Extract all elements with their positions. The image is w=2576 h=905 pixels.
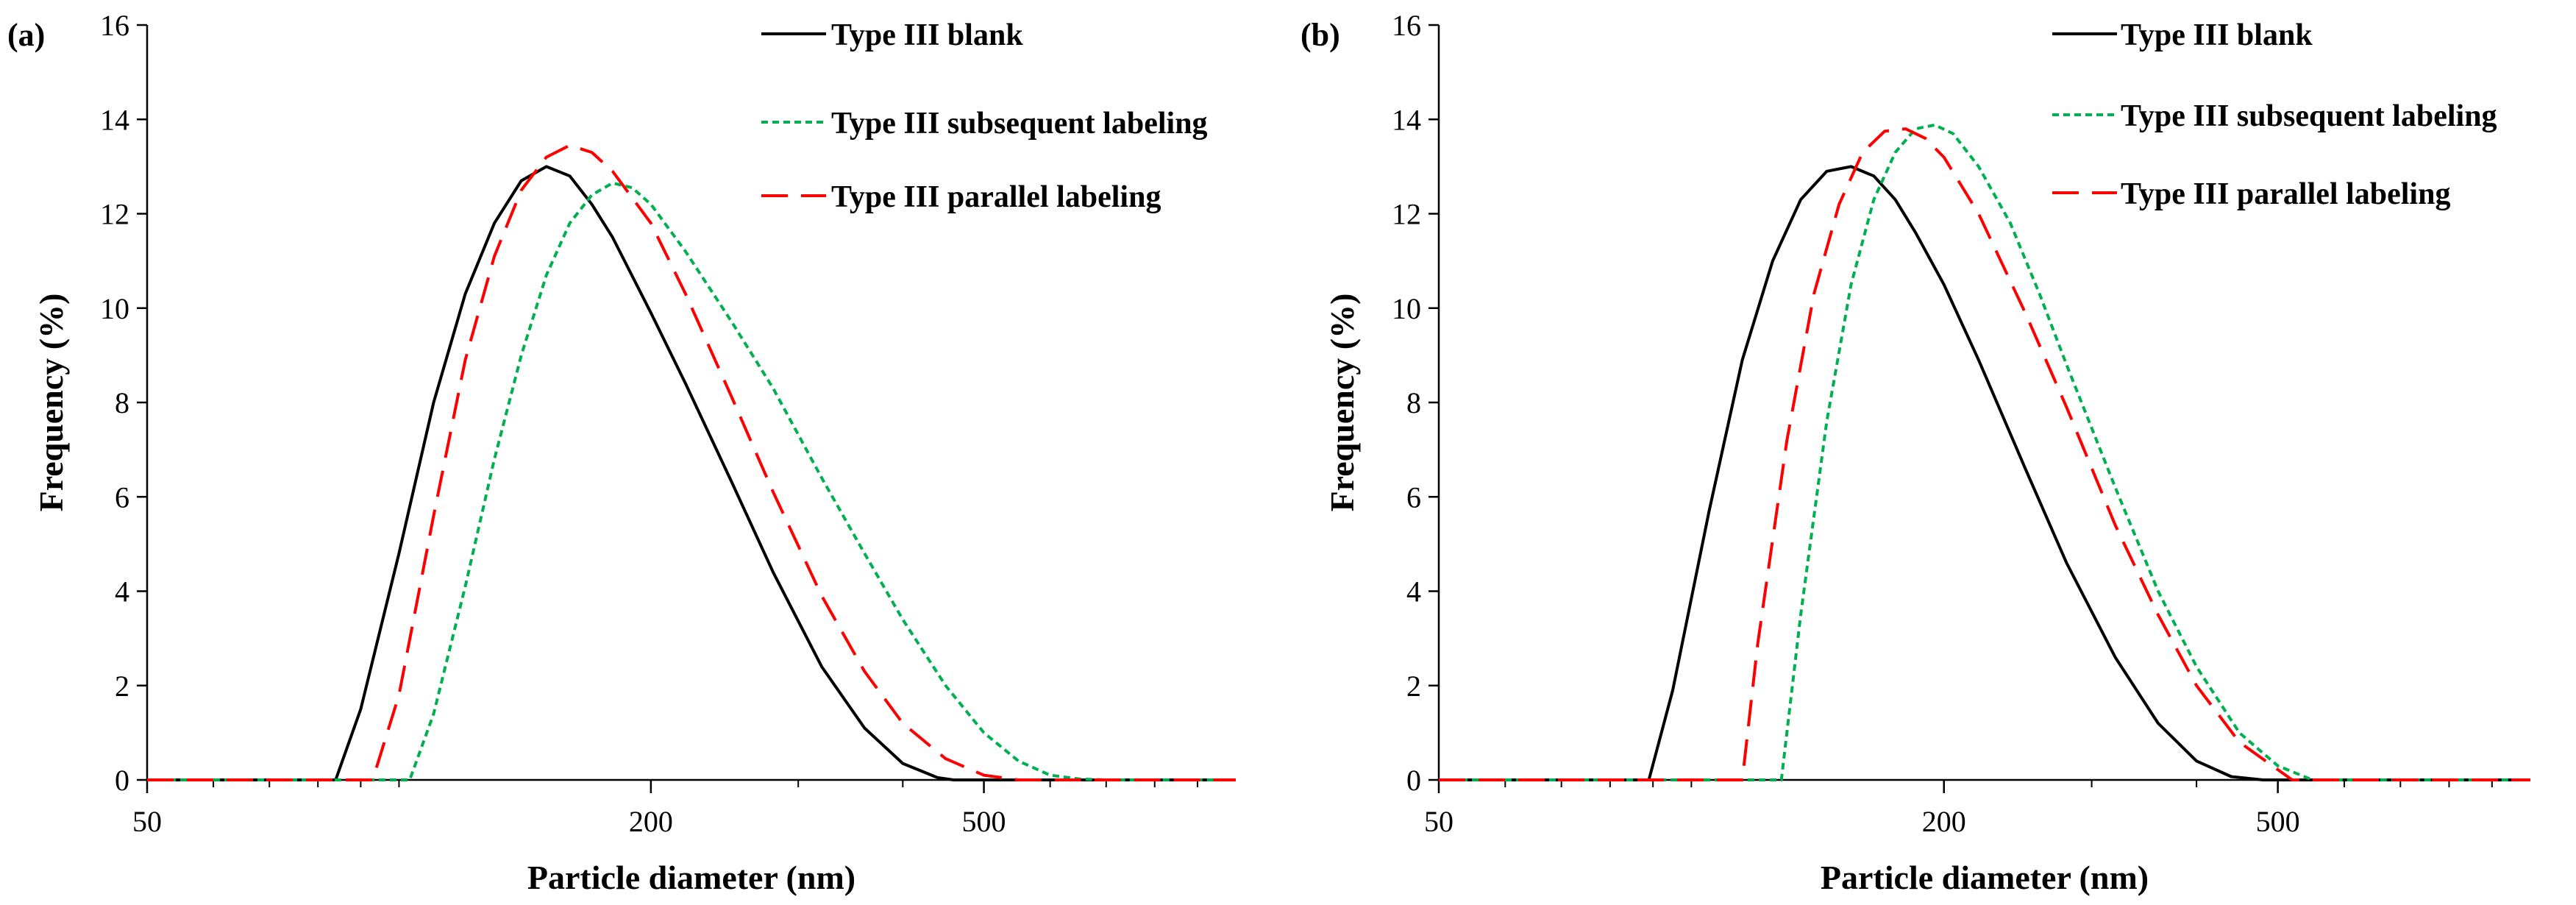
x-tick-label: 500: [2256, 805, 2300, 838]
y-tick-label: 8: [115, 386, 129, 419]
y-tick-label: 12: [100, 198, 129, 231]
legend-label-2: Type III subsequent labeling: [2121, 99, 2497, 133]
y-tick-label: 2: [115, 670, 129, 703]
series-line-1: [1439, 165, 2530, 781]
x-axis-title: Particle diameter (nm): [527, 859, 855, 896]
legend-label-1: Type III blank: [831, 18, 1023, 52]
y-axis-title: Frequency (%): [32, 294, 70, 512]
x-tick-label: 50: [132, 805, 162, 838]
y-tick-label: 12: [1392, 198, 1421, 231]
series-line-1: [147, 165, 1236, 781]
series-line-2: [147, 181, 1236, 781]
legend-label-1: Type III blank: [2121, 18, 2313, 52]
series-line-3: [147, 143, 1236, 781]
panel-label: (a): [7, 17, 45, 53]
y-tick-label: 16: [100, 9, 129, 42]
x-tick-label: 200: [1922, 805, 1966, 838]
y-tick-label: 4: [1406, 575, 1421, 608]
y-tick-label: 14: [1392, 103, 1421, 136]
y-tick-label: 6: [115, 480, 129, 514]
legend-label-2: Type III subsequent labeling: [831, 107, 1208, 141]
y-tick-label: 6: [1406, 480, 1421, 514]
y-tick-label: 2: [1406, 670, 1421, 703]
legend-label-3: Type III parallel labeling: [831, 180, 1161, 214]
y-tick-label: 16: [1392, 9, 1421, 42]
x-axis-title: Particle diameter (nm): [1821, 859, 2149, 896]
x-tick-label: 500: [962, 805, 1006, 838]
y-tick-label: 8: [1406, 386, 1421, 419]
y-tick-label: 0: [115, 764, 129, 797]
y-axis-title: Frequency (%): [1323, 294, 1361, 512]
series-line-3: [1439, 127, 2530, 781]
chart-panel-2: (b) 0 2 4 6 8 10 12 14 16 50 200 500 Particle diamete…: [1301, 9, 2530, 896]
y-tick-label: 4: [115, 575, 129, 608]
y-tick-label: 10: [1392, 292, 1421, 325]
chart-panel-1: (a) 0 2 4 6 8 10 12 14 16 50 200 500 Particle diamete…: [7, 9, 1236, 896]
y-tick-label: 14: [100, 103, 129, 136]
legend-label-3: Type III parallel labeling: [2121, 177, 2450, 211]
y-tick-label: 0: [1406, 764, 1421, 797]
x-tick-label: 200: [629, 805, 673, 838]
y-tick-label: 10: [100, 292, 129, 325]
series-line-2: [1439, 123, 2530, 781]
x-tick-label: 50: [1424, 805, 1454, 838]
panel-label: (b): [1301, 17, 1340, 53]
